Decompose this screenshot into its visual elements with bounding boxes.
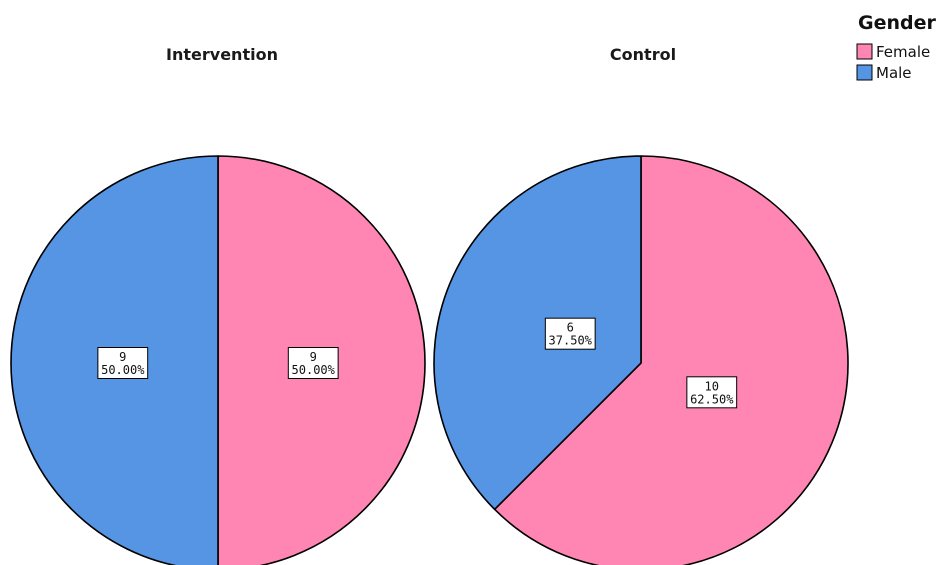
data-label-count: 6 <box>567 321 574 335</box>
data-label-percent: 62.50% <box>690 392 734 406</box>
slice-data-label: 950.00% <box>97 347 149 379</box>
data-label-percent: 37.50% <box>549 334 593 348</box>
pie-slice-female <box>493 155 849 565</box>
data-label-percent: 50.00% <box>292 363 336 377</box>
pie-title-intervention: Intervention <box>166 45 278 64</box>
data-label-box <box>97 347 149 379</box>
legend-label-male: Male <box>876 64 912 82</box>
data-label-count: 9 <box>310 350 317 364</box>
data-label-percent: 50.00% <box>101 363 145 377</box>
pie-title-control: Control <box>610 45 676 64</box>
data-label-count: 9 <box>119 350 126 364</box>
slice-data-label: 637.50% <box>544 317 596 350</box>
legend-label-female: Female <box>876 43 930 61</box>
legend-swatch-male <box>856 64 873 81</box>
data-label-count: 10 <box>705 379 719 393</box>
data-label-box <box>287 347 339 379</box>
legend-title: Gender <box>858 12 936 34</box>
legend-swatch-female <box>856 43 873 60</box>
data-label-box <box>686 376 738 409</box>
pie-intervention: 950.00%950.00% <box>10 155 426 565</box>
slice-data-label: 950.00% <box>287 347 339 379</box>
pie-slice-male <box>433 155 642 511</box>
data-label-box <box>544 317 596 350</box>
legend: Gender Female Male <box>856 12 936 82</box>
